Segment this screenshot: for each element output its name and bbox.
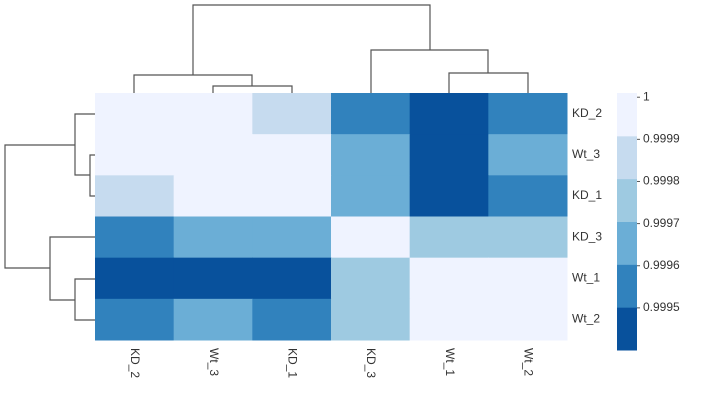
legend-swatch [617,135,637,180]
heatmap-cell [331,134,411,176]
row-label: Wt_2 [572,312,600,326]
heatmap-cell [173,134,253,176]
row-label: KD_3 [572,229,602,243]
heatmap-cell [95,257,175,300]
heatmap-cell [252,257,332,300]
legend-swatch [617,307,637,351]
legend-swatch [617,221,637,265]
column-dendrogram [133,4,529,93]
heatmap-cell [488,257,568,300]
heatmap-cell [331,257,411,300]
legend-swatch [617,264,637,308]
heatmap-cell [409,257,489,300]
heatmap-cell [488,93,568,135]
heatmap-cell [95,93,175,135]
heatmap-cell [409,298,489,341]
heatmap-cell [173,175,253,217]
heatmap-cell [95,134,175,176]
heatmap-cell [252,134,332,176]
heatmap-cell [331,175,411,217]
heatmap-cell [331,216,411,259]
row-label: Wt_1 [572,270,600,284]
row-label: KD_1 [572,188,602,202]
row-label: KD_2 [572,106,602,120]
row-dendrogram [4,113,95,321]
heatmap-cell [95,216,175,259]
column-label: Wt_3 [207,348,221,376]
legend-tick-label: 0.9999 [643,132,680,146]
heatmap-cell [173,93,253,135]
heatmap-cell [95,298,175,341]
heatmap-cell [331,93,411,135]
column-label: KD_1 [285,348,299,378]
legend-tick-label: 0.9997 [643,216,680,230]
heatmap-cell [488,175,568,217]
row-label: Wt_3 [572,147,600,161]
heatmap-cell [409,175,489,217]
heatmap-cell [252,93,332,135]
column-label: Wt_2 [521,348,535,376]
heatmap-cell [173,298,253,341]
heatmap-cell [173,257,253,300]
legend-swatch [617,178,637,222]
heatmap-cell [409,216,489,259]
legend-tick-label: 0.9998 [643,174,680,188]
heatmap-cell [409,93,489,135]
heatmap-cell [252,175,332,217]
legend-swatch [617,93,637,137]
heatmap-cell [252,216,332,259]
column-label: Wt_1 [443,348,457,376]
heatmap-cell [331,298,411,341]
heatmap-cell [173,216,253,259]
heatmap-cell [488,134,568,176]
legend-tick-label: 1 [643,89,650,103]
legend-tick-label: 0.9995 [643,300,680,314]
column-label: KD_3 [364,348,378,378]
legend-tick-label: 0.9996 [643,258,680,272]
heatmap-cell [95,175,175,217]
heatmap-cell [409,134,489,176]
heatmap-cell [252,298,332,341]
heatmap-cell [488,298,568,341]
heatmap-cell [488,216,568,259]
column-label: KD_2 [128,348,142,378]
